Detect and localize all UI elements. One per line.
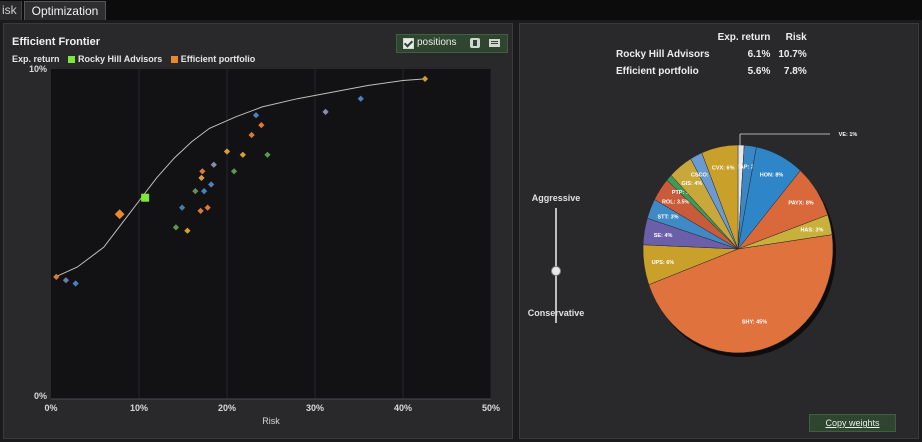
slider-conservative-label: Conservative bbox=[527, 308, 585, 318]
positions-checkbox[interactable] bbox=[403, 38, 414, 49]
pie-slice-label: TAP: 2% bbox=[737, 165, 759, 171]
pie-slice-label: HAS: 3% bbox=[800, 228, 823, 234]
slider-aggressive-label: Aggressive bbox=[531, 193, 581, 203]
row-risk: 10.7% bbox=[778, 49, 807, 60]
row-name: Efficient portfolio bbox=[616, 66, 699, 77]
position-point bbox=[239, 151, 246, 158]
weights-pie-chart: VE: 1% TAP: 2%HON: 8% PAYX: 8% HAS: 3% SHY: … bbox=[642, 132, 858, 357]
table-row: Rocky Hill Advisors 6.1% 10.7% bbox=[612, 46, 811, 63]
efficient-portfolio-point bbox=[114, 209, 125, 220]
col-exp-return: Exp. return bbox=[717, 32, 771, 43]
tab-optimization[interactable]: Optimization bbox=[24, 1, 106, 20]
rocky-hill-point bbox=[141, 193, 150, 202]
position-point bbox=[223, 148, 231, 155]
pie-slice-label: STT: 3% bbox=[657, 215, 678, 221]
risk-slider-thumb[interactable] bbox=[551, 266, 561, 276]
legend-label-efficient: Efficient portfolio bbox=[180, 54, 256, 64]
pie-slice-label: CSCO: 2% bbox=[691, 172, 718, 178]
x-tick-label: 50% bbox=[482, 403, 500, 413]
x-tick-label: 10% bbox=[130, 403, 148, 413]
chart-title: Efficient Frontier bbox=[12, 36, 101, 48]
chart-toolbar: positions bbox=[396, 34, 508, 53]
pie-slice-label: UPS: 6% bbox=[652, 260, 675, 266]
pie-slice-label: PAYX: 8% bbox=[788, 200, 813, 206]
col-risk: Risk bbox=[785, 32, 807, 43]
x-tick-label: 0% bbox=[44, 403, 57, 413]
legend-axis-label: Exp. return bbox=[12, 54, 60, 64]
position-point bbox=[199, 168, 206, 175]
export-icon[interactable] bbox=[470, 38, 480, 48]
efficient-frontier-chart: 0% 10% 20% 30% 40% 50% 0% 10% Risk bbox=[29, 64, 500, 426]
legend-swatch-efficient bbox=[170, 56, 178, 63]
pie-slice-label: CVX: 6% bbox=[712, 165, 735, 171]
pie-slice-label: SE: 4% bbox=[654, 233, 673, 239]
pie-slice-label: HON: 8% bbox=[760, 172, 784, 178]
pie-slice-label: GIS: 4% bbox=[682, 181, 703, 187]
positions-label[interactable]: positions bbox=[417, 37, 457, 48]
legend-swatch-rocky-hill bbox=[68, 56, 76, 63]
pie-slice-label: SHY: 45% bbox=[742, 320, 767, 326]
position-point bbox=[248, 131, 255, 139]
tab-risk[interactable]: isk bbox=[0, 1, 22, 20]
position-point bbox=[53, 273, 60, 281]
position-point bbox=[210, 161, 217, 168]
copy-weights-button[interactable]: Copy weights bbox=[809, 414, 896, 432]
row-name: Rocky Hill Advisors bbox=[616, 49, 710, 60]
pie-slice-label: PTP: 1% bbox=[672, 190, 694, 196]
position-point bbox=[198, 174, 205, 182]
position-point bbox=[230, 168, 238, 175]
x-tick-label: 40% bbox=[394, 403, 412, 413]
row-return: 5.6% bbox=[747, 66, 771, 77]
x-tick-label: 20% bbox=[218, 403, 236, 413]
chart-legend: Exp. return Rocky Hill Advisors Efficien… bbox=[12, 54, 255, 64]
risk-slider-track[interactable] bbox=[555, 208, 557, 323]
plot-area bbox=[51, 69, 491, 399]
x-axis-label: Risk bbox=[262, 416, 280, 426]
pie-slice bbox=[701, 144, 739, 250]
pie-slice-label: VE: 1% bbox=[839, 132, 858, 138]
position-point bbox=[192, 187, 199, 195]
portfolio-panel: Exp. return Risk Rocky Hill Advisors 6.1… bbox=[519, 23, 919, 439]
row-return: 6.1% bbox=[747, 49, 771, 60]
pie-slice-label: ROL: 3.5% bbox=[662, 199, 690, 205]
pie-slice bbox=[648, 234, 834, 354]
list-icon[interactable] bbox=[489, 39, 500, 47]
y-tick-label: 10% bbox=[29, 64, 47, 74]
row-risk: 7.8% bbox=[783, 66, 807, 77]
legend-label-rocky-hill: Rocky Hill Advisors bbox=[78, 54, 163, 64]
position-point bbox=[208, 181, 215, 188]
position-point bbox=[184, 227, 191, 234]
efficient-frontier-panel: Efficient Frontier Exp. return Rocky Hil… bbox=[3, 23, 513, 439]
x-tick-label: 30% bbox=[306, 403, 324, 413]
tab-bar: isk Optimization bbox=[0, 0, 922, 20]
efficient-frontier-line bbox=[55, 78, 426, 278]
y-tick-label: 0% bbox=[34, 391, 47, 401]
table-row: Efficient portfolio 5.6% 7.8% bbox=[612, 63, 811, 80]
stats-table: Exp. return Risk Rocky Hill Advisors 6.1… bbox=[612, 29, 811, 80]
